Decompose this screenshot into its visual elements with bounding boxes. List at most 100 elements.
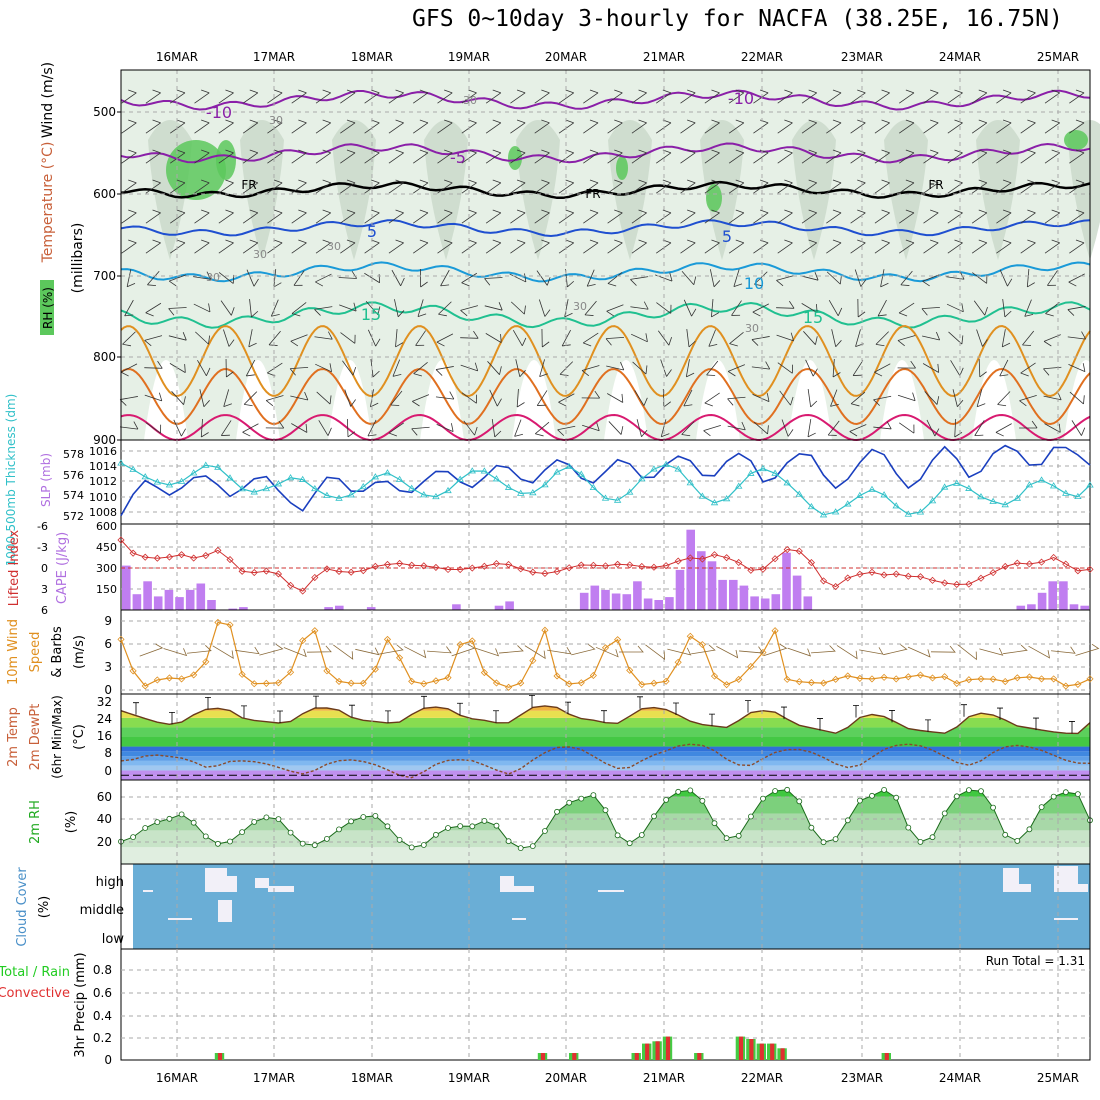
lifted-index-point-37: [565, 564, 573, 572]
lifted-index-point-58: [819, 577, 828, 585]
wind10-barb-9: [355, 647, 380, 656]
wind-barb-6-30: [854, 269, 867, 287]
wind-barb-6-39: [1068, 273, 1085, 287]
lifted-index-point-75: [1025, 560, 1034, 568]
wind-barb-1-19: [583, 119, 599, 134]
dry-column-6: [696, 360, 740, 440]
wind-barb-4-2: [169, 209, 186, 224]
precip-tick-4: 0: [104, 1053, 112, 1067]
wind-barb-11-10: [367, 419, 377, 437]
wind-barb-0-18: [558, 89, 575, 104]
wind-barb-6-25: [733, 269, 743, 287]
cloud-patch-8: [1003, 868, 1019, 892]
wind-barb-0-16: [510, 89, 526, 104]
wind-barb-10-8: [316, 391, 332, 405]
wind10-speed-point-33: [517, 679, 525, 687]
wind-barb-6-9: [338, 271, 358, 279]
rh2m-point-79: [1075, 791, 1081, 797]
rh2m-point-44: [651, 813, 657, 820]
wind10-speed-point-76: [1037, 675, 1046, 683]
precip-legend-total: Total / Rain: [0, 965, 70, 980]
wind-barb-5-9: [340, 239, 356, 254]
wind-barb-7-6: [270, 299, 280, 317]
wind-barb-7-7: [291, 302, 307, 317]
thickness-point-72: [989, 497, 997, 504]
temp-band-4: [121, 751, 1090, 757]
wind-barb-2-29: [826, 149, 842, 164]
wind-barb-2-21: [631, 149, 647, 164]
cape-bar-85: [1027, 604, 1036, 610]
wind-barb-0-14: [461, 89, 477, 104]
rh2m-point-48: [699, 797, 706, 804]
dry-column-2: [328, 360, 372, 440]
wind-barb-11-17: [534, 421, 550, 437]
isotherm-freezing: [120, 180, 1091, 200]
wind10-barb-13: [451, 643, 476, 657]
wind10-speed-point-19: [347, 679, 355, 687]
cloud-patch-15: [1054, 918, 1078, 920]
wind10-speed-point-71: [977, 675, 985, 683]
wind-barb-7-33: [921, 306, 940, 316]
wind-barb-4-23: [680, 209, 696, 224]
wind10-speed-point-12: [262, 679, 270, 687]
wind-barb-1-6: [267, 119, 283, 134]
dewpoint-line: [120, 743, 1091, 779]
wind-barb-9-3: [197, 360, 211, 376]
wind-barb-7-1: [145, 302, 162, 317]
cape-bar-55: [707, 561, 717, 610]
wind10-barb-23: [691, 644, 716, 655]
dry-column-9: [972, 360, 1016, 440]
wind-barb-10-5: [243, 391, 258, 407]
wind-barb-0-36: [996, 89, 1012, 104]
wind-barb-11-23: [681, 421, 695, 437]
lifted-index-point-4: [165, 553, 174, 561]
wind-barb-2-17: [534, 149, 550, 164]
wind10-speed-point-47: [686, 632, 694, 640]
wind-barb-7-30: [857, 298, 866, 318]
rh-contour-label-5: 30: [573, 300, 587, 313]
wind10-speed-point-45: [662, 677, 670, 685]
cape-bar-46: [611, 593, 621, 610]
wind-barb-10-24: [704, 392, 720, 407]
wind-barb-3-1: [145, 179, 161, 194]
wind-barb-10-34: [952, 389, 964, 407]
rh2m-point-37: [566, 799, 573, 806]
lifted-index-point-65: [904, 572, 912, 580]
slp-panel-frame: [120, 439, 1091, 525]
wind10-barb-28: [811, 645, 836, 654]
wind-barb-5-13: [437, 239, 453, 254]
cape-bar-89: [1069, 604, 1079, 610]
rh2m-point-27: [445, 825, 451, 831]
wind-barb-2-11: [388, 149, 404, 164]
wind-barb-9-17: [539, 359, 548, 378]
wind-barb-0-9: [340, 89, 356, 104]
precip-convective-bar-55: [697, 1053, 702, 1060]
thickness-point-18: [335, 494, 343, 501]
wind-barb-4-30: [850, 209, 866, 224]
rh2m-point-6: [190, 819, 197, 826]
wind-barb-5-17: [534, 239, 550, 254]
cape-bar-4: [164, 589, 174, 610]
cape-bar-56: [718, 579, 727, 610]
wind-barb-10-27: [779, 390, 794, 406]
precip-convective-bar-50: [645, 1043, 650, 1060]
wind-barb-4-15: [485, 209, 502, 224]
wind-barb-10-16: [516, 388, 525, 408]
cape-bar-48: [633, 581, 642, 610]
thickness-point-3: [153, 478, 162, 485]
slp-axis-label: SLP (mb): [39, 453, 53, 507]
wind-barb-2-28: [801, 149, 818, 164]
wind10-speed-point-78: [1062, 682, 1070, 690]
wind-barb-5-33: [923, 239, 939, 254]
wind-barb-11-4: [220, 420, 232, 436]
wind-barb-10-36: [997, 391, 1011, 407]
precip-legend-convective: Convective: [0, 986, 70, 1001]
cape-bar-11: [239, 607, 248, 610]
wind10-speed-point-56: [795, 678, 803, 686]
wind-barb-6-21: [630, 276, 649, 286]
wind-barb-3-4: [218, 179, 234, 194]
wind-barb-9-13: [435, 366, 454, 376]
lifted-index-point-28: [456, 565, 464, 574]
wind-barb-10-25: [727, 396, 746, 406]
rh-contour-label-0: 30: [463, 94, 477, 107]
